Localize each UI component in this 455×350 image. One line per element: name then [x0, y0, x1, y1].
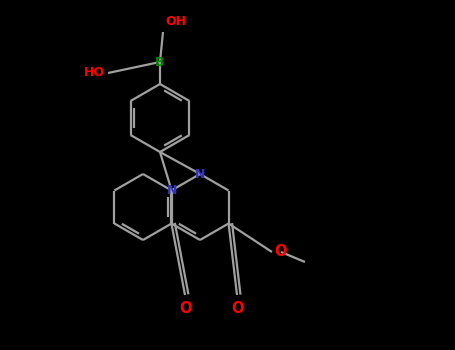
Text: O: O	[274, 244, 287, 259]
Text: OH: OH	[165, 15, 186, 28]
Text: N: N	[195, 168, 205, 181]
Text: O: O	[231, 301, 243, 316]
Text: O: O	[179, 301, 191, 316]
Text: HO: HO	[84, 66, 105, 79]
Text: B: B	[155, 56, 165, 69]
Text: N: N	[167, 184, 177, 197]
